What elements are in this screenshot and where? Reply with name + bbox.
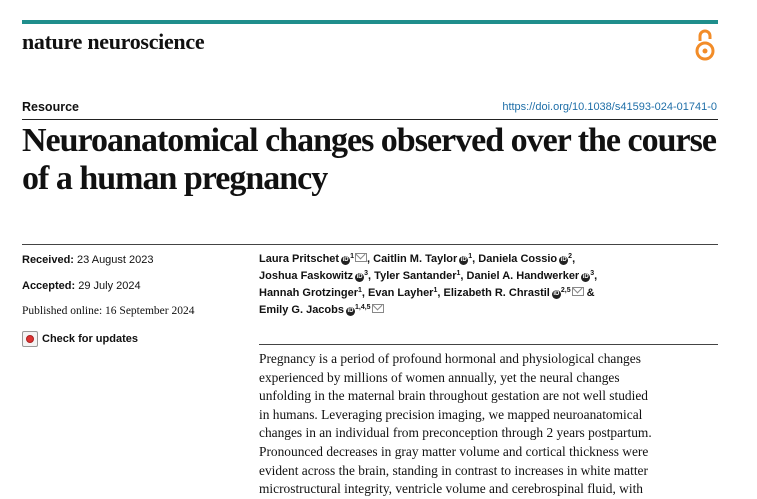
abstract-line: evident across the brain, standing in co…: [259, 462, 648, 478]
author-name[interactable]: Hannah Grotzinger: [259, 287, 359, 299]
author-name[interactable]: Daniel A. Handwerker: [466, 270, 580, 282]
journal-name[interactable]: nature neuroscience: [22, 29, 205, 54]
article-type: Resource: [22, 100, 79, 114]
received-value: 23 August 2023: [77, 254, 154, 266]
abstract-line: in humans. Leveraging precision imaging,…: [259, 406, 643, 422]
author-name[interactable]: Caitlin M. Taylor: [373, 253, 458, 265]
orcid-icon[interactable]: iD: [551, 290, 561, 299]
received-date: Received: 23 August 2023: [22, 254, 154, 266]
abstract-line: unfolding in the maternal brain througho…: [259, 388, 648, 404]
abstract-line: changes in an individual from preconcept…: [259, 425, 652, 441]
author-list: Laura Pritschet iD 1, Caitlin M. Taylor iD 1…: [259, 253, 598, 316]
check-updates-label: Check for updates: [42, 333, 138, 345]
abstract-line: Pronounced decreases in gray matter volu…: [259, 443, 649, 459]
received-label: Received:: [22, 254, 74, 266]
orcid-icon[interactable]: iD: [581, 273, 591, 282]
email-icon[interactable]: [355, 253, 367, 262]
accepted-label: Accepted:: [22, 280, 76, 292]
article-title: Neuroanatomical changes observed over th…: [22, 122, 717, 197]
author-name[interactable]: Tyler Santander: [374, 270, 457, 282]
abstract-line: experienced by millions of women annuall…: [259, 369, 620, 385]
author-connector: &: [586, 287, 595, 299]
orcid-icon[interactable]: iD: [355, 273, 365, 282]
author-name[interactable]: Emily G. Jacobs: [259, 304, 344, 316]
author-name[interactable]: Elizabeth R. Chrastil: [443, 287, 550, 299]
journal-accent-bar: [22, 20, 718, 24]
accepted-value: 29 July 2024: [78, 280, 141, 292]
accepted-date: Accepted: 29 July 2024: [22, 280, 141, 292]
doi-link[interactable]: https://doi.org/10.1038/s41593-024-01741…: [502, 101, 717, 113]
email-icon[interactable]: [571, 287, 584, 296]
divider: [259, 344, 718, 345]
abstract-line: Pregnancy is a period of profound hormon…: [259, 351, 641, 366]
published-date: Published online: 16 September 2024: [22, 305, 195, 317]
open-access-icon: [695, 29, 715, 61]
divider: [22, 244, 718, 245]
author-name[interactable]: Joshua Faskowitz: [259, 270, 354, 282]
email-icon[interactable]: [371, 304, 384, 313]
check-updates-icon: [22, 331, 38, 347]
check-for-updates-button[interactable]: Check for updates: [22, 331, 138, 347]
author-name[interactable]: Daniela Cossio: [478, 253, 558, 265]
divider: [22, 119, 718, 120]
abstract-line: microstructural integrity, ventricle vol…: [259, 481, 643, 497]
author-name[interactable]: Laura Pritschet: [259, 253, 340, 265]
orcid-icon[interactable]: iD: [459, 256, 469, 265]
orcid-icon[interactable]: iD: [341, 256, 351, 265]
orcid-icon[interactable]: iD: [345, 307, 355, 316]
author-name[interactable]: Evan Layher: [368, 287, 434, 299]
abstract: Pregnancy is a period of profound hormon…: [259, 350, 729, 499]
orcid-icon[interactable]: iD: [559, 256, 569, 265]
